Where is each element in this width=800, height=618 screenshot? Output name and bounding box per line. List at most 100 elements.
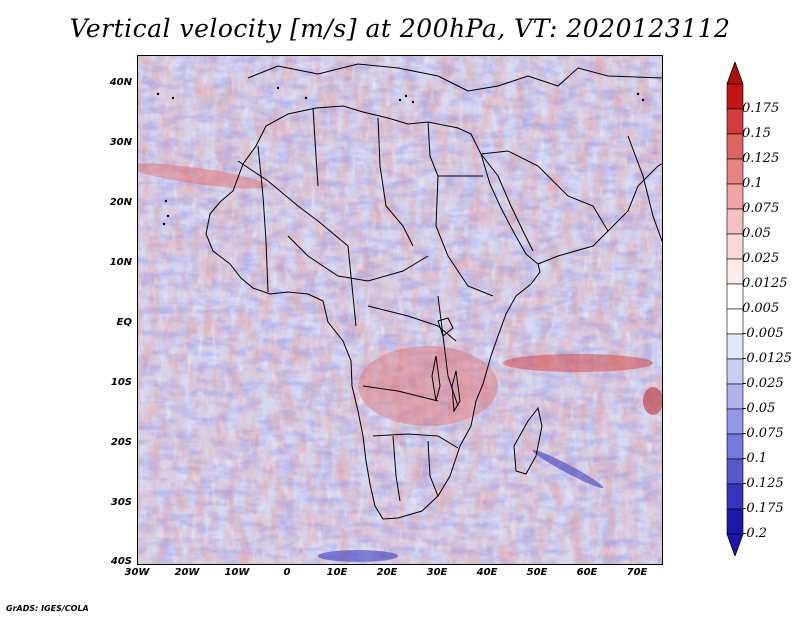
lon-label-20w: 20W	[174, 567, 200, 578]
colorbar-segment	[726, 83, 744, 110]
border-sahara-2	[257, 145, 269, 293]
border-southern-3	[392, 435, 401, 502]
border-egypt-sudan	[427, 121, 483, 177]
island-dot	[276, 86, 280, 90]
lat-label-30s: 30S	[110, 497, 132, 508]
border-central-2	[367, 305, 457, 342]
border-southern-1	[362, 385, 439, 402]
lat-label-40s: 40S	[110, 556, 132, 567]
border-southern-4	[427, 440, 439, 497]
lon-label-0: 0	[283, 567, 291, 578]
colorbar-segment	[726, 333, 744, 360]
border-southern-2	[372, 433, 459, 449]
colorbar	[726, 62, 744, 556]
border-west-africa	[287, 235, 429, 282]
asia-coast	[607, 163, 662, 232]
colorbar-label: -0.025	[742, 376, 784, 391]
island-dot	[398, 98, 402, 102]
africa-coastline	[205, 105, 541, 520]
lat-label-10s: 10S	[110, 377, 132, 388]
mediterranean-north-coast	[247, 63, 662, 92]
colorbar-segment	[726, 283, 744, 310]
colorbar-label: 0.075	[742, 201, 780, 216]
downdraft-band-south	[318, 550, 398, 562]
island-dot	[162, 222, 166, 226]
border-north-2	[377, 117, 414, 247]
island-dot	[164, 199, 168, 203]
lon-label-20e: 20E	[376, 567, 398, 578]
colorbar-label: -0.1	[742, 451, 768, 466]
colorbar-segment	[726, 408, 744, 435]
colorbar-segment	[726, 208, 744, 235]
border-sahara-1	[237, 160, 349, 247]
colorbar-label: -0.175	[742, 501, 784, 516]
colorbar-label: 0.175	[742, 101, 780, 116]
downdraft-streak-madagascar	[532, 449, 604, 489]
map-panel	[137, 55, 663, 565]
colorbar-segment	[726, 158, 744, 185]
colorbar-segment	[726, 508, 744, 535]
updraft-region-central-africa	[358, 346, 498, 426]
red-sea-inner-coast	[480, 153, 534, 252]
lat-label-10n: 10N	[109, 257, 132, 268]
great-lakes-2	[431, 355, 441, 402]
great-lakes-3	[451, 370, 461, 413]
colorbar-label: 0.125	[742, 151, 780, 166]
great-lakes-1	[437, 317, 454, 337]
lat-label-20s: 20S	[110, 437, 132, 448]
lat-label-30n: 30N	[109, 137, 132, 148]
lat-label-20n: 20N	[109, 197, 132, 208]
colorbar-label: -0.005	[742, 326, 784, 341]
colorbar-segment	[726, 108, 744, 135]
colorbar-bottom-arrow	[726, 533, 744, 556]
colorbar-label: -0.05	[742, 401, 776, 416]
field-white-texture	[138, 56, 662, 564]
island-dot	[641, 98, 645, 102]
island-dot	[171, 96, 175, 100]
madagascar	[513, 406, 543, 475]
colorbar-segment	[726, 483, 744, 510]
colorbar-label: 0.005	[742, 301, 780, 316]
chart-title: Vertical velocity [m/s] at 200hPa, VT: 2…	[69, 14, 731, 43]
lat-label-eq: EQ	[116, 317, 132, 328]
island-dot	[404, 94, 408, 98]
map-canvas	[138, 56, 662, 564]
lon-label-40e: 40E	[476, 567, 498, 578]
colorbar-label: 0.15	[742, 126, 771, 141]
lon-label-50e: 50E	[526, 567, 548, 578]
colorbar-segment	[726, 183, 744, 210]
island-dot	[166, 214, 170, 218]
colorbar-label: -0.125	[742, 476, 784, 491]
colorbar-segment	[726, 233, 744, 260]
colorbar-segment	[726, 308, 744, 335]
colorbar-segment	[726, 458, 744, 485]
island-dot	[304, 96, 308, 100]
colorbar-label: -0.075	[742, 426, 784, 441]
updraft-band-indian-ocean	[503, 354, 653, 372]
updraft-spot-east	[643, 387, 662, 415]
lat-label-40n: 40N	[109, 77, 132, 88]
colorbar-label: 0.025	[742, 251, 780, 266]
colorbar-segment	[726, 133, 744, 160]
india-coast	[627, 135, 662, 242]
lon-label-10w: 10W	[224, 567, 250, 578]
lon-label-70e: 70E	[626, 567, 648, 578]
colorbar-label: 0.05	[742, 226, 771, 241]
colorbar-label: -0.2	[742, 526, 768, 541]
island-dot	[411, 100, 415, 104]
colorbar-label: 0.0125	[742, 276, 788, 291]
lon-label-30w: 30W	[124, 567, 150, 578]
island-dot	[636, 92, 640, 96]
colorbar-label: -0.0125	[742, 351, 792, 366]
colorbar-segment	[726, 258, 744, 285]
colorbar-segment	[726, 358, 744, 385]
lon-label-30e: 30E	[426, 567, 448, 578]
colorbar-segment	[726, 383, 744, 410]
updraft-band-atlantic	[138, 163, 268, 189]
arabian-peninsula	[480, 150, 609, 265]
border-central-1	[347, 245, 357, 327]
border-east	[435, 175, 494, 297]
coastline-africa	[205, 63, 662, 520]
island-dot	[156, 92, 160, 96]
colorbar-top-arrow	[726, 62, 744, 85]
